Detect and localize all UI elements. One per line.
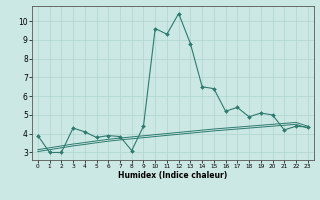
X-axis label: Humidex (Indice chaleur): Humidex (Indice chaleur) — [118, 171, 228, 180]
